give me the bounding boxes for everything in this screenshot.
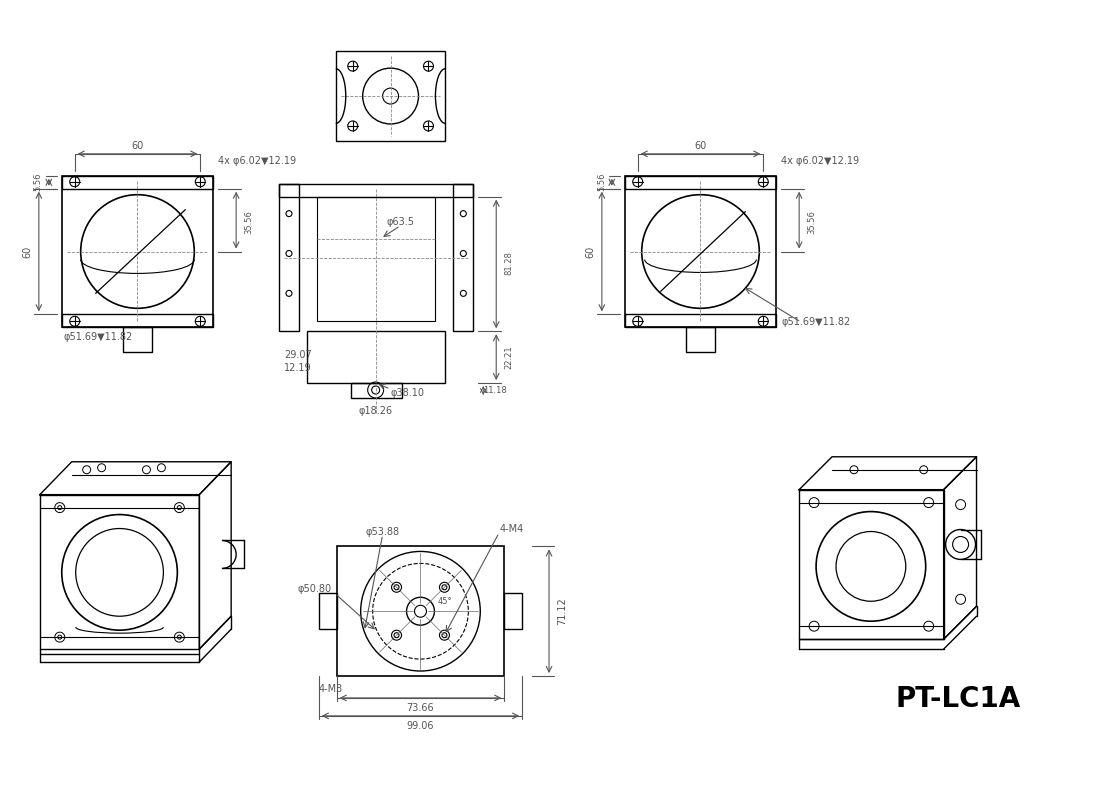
Text: 4x φ6.02▼12.19: 4x φ6.02▼12.19 [781, 156, 859, 165]
Text: 35.56: 35.56 [808, 210, 817, 233]
Text: 29.07: 29.07 [284, 350, 312, 360]
Text: 60: 60 [585, 245, 595, 258]
Text: 5.56: 5.56 [34, 173, 42, 191]
Text: 81.28: 81.28 [505, 251, 514, 275]
Bar [624, 314, 776, 327]
Bar [454, 184, 474, 331]
Text: 60: 60 [695, 141, 707, 151]
Text: 99.06: 99.06 [407, 721, 435, 730]
Text: 71.12: 71.12 [557, 597, 567, 625]
Text: 4-M4: 4-M4 [499, 523, 524, 533]
Bar [318, 593, 337, 629]
Bar [686, 327, 716, 352]
Text: 4-M3: 4-M3 [318, 684, 343, 694]
Text: 11.18: 11.18 [484, 385, 507, 395]
Text: 45°: 45° [438, 597, 452, 606]
Bar [624, 176, 776, 327]
Text: φ18.26: φ18.26 [359, 406, 393, 416]
Bar [336, 51, 446, 141]
Text: 60: 60 [132, 141, 144, 151]
Bar [307, 331, 446, 383]
Bar [279, 184, 474, 197]
Bar [61, 176, 213, 189]
Text: 12.19: 12.19 [284, 363, 312, 373]
Text: 4x φ6.02▼12.19: 4x φ6.02▼12.19 [218, 156, 296, 165]
Text: 60: 60 [22, 245, 32, 258]
Text: φ53.88: φ53.88 [365, 526, 400, 537]
Text: φ51.69▼11.82: φ51.69▼11.82 [781, 318, 850, 327]
Bar [61, 176, 213, 327]
Bar [624, 176, 776, 189]
Text: φ38.10: φ38.10 [391, 388, 424, 398]
Text: 22.21: 22.21 [505, 345, 514, 369]
Bar [279, 184, 299, 331]
Bar [61, 314, 213, 327]
Bar [337, 546, 504, 676]
Text: φ51.69▼11.82: φ51.69▼11.82 [64, 333, 133, 342]
Text: φ63.5: φ63.5 [386, 217, 414, 227]
Text: PT-LC1A: PT-LC1A [896, 685, 1021, 713]
Bar [504, 593, 522, 629]
Text: 73.66: 73.66 [407, 703, 435, 713]
Text: 5.56: 5.56 [598, 173, 607, 191]
Bar [123, 327, 152, 352]
Text: φ50.80: φ50.80 [297, 585, 332, 594]
Text: 35.56: 35.56 [245, 210, 254, 233]
Bar [351, 383, 401, 398]
Bar [317, 197, 436, 322]
